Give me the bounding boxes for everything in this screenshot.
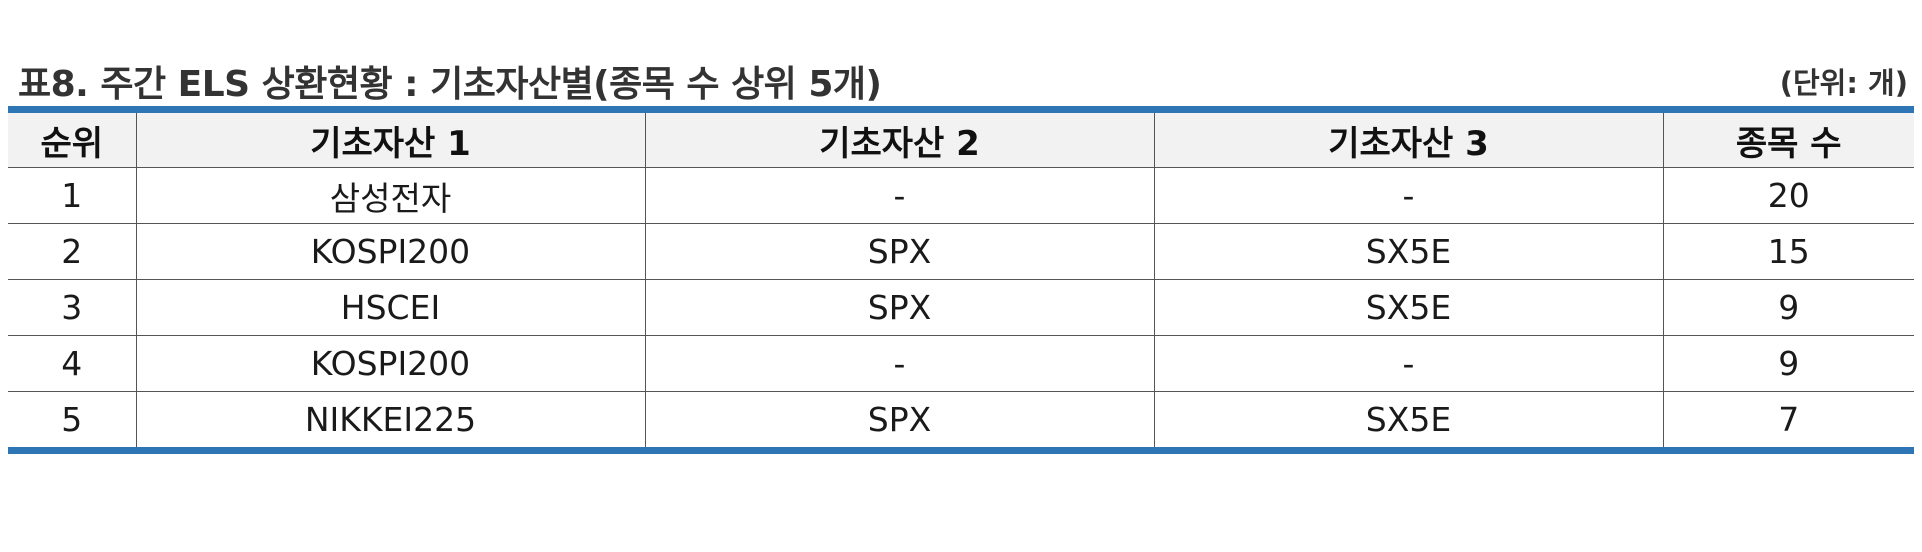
- cell-underlying-1: 삼성전자: [135, 167, 645, 224]
- cell-underlying-1: NIKKEI225: [135, 391, 645, 451]
- table-container: 순위 기초자산 1 기초자산 2 기초자산 3 종목 수 1 삼성전자 - - …: [8, 106, 1914, 454]
- cell-count: 9: [1662, 335, 1914, 392]
- column-header-underlying-2: 기초자산 2: [644, 109, 1154, 168]
- cell-underlying-3: SX5E: [1153, 223, 1663, 280]
- cell-underlying-3: -: [1153, 167, 1663, 224]
- cell-count: 7: [1662, 391, 1914, 451]
- cell-underlying-2: -: [644, 335, 1154, 392]
- cell-underlying-1: HSCEI: [135, 279, 645, 336]
- column-header-count: 종목 수: [1662, 109, 1914, 168]
- cell-underlying-3: SX5E: [1153, 279, 1663, 336]
- cell-underlying-1: KOSPI200: [135, 335, 645, 392]
- unit-label: (단위: 개): [1779, 66, 1908, 100]
- table-row: 3 HSCEI SPX SX5E 9: [8, 279, 1914, 336]
- cell-rank: 1: [8, 167, 136, 224]
- cell-underlying-3: SX5E: [1153, 391, 1663, 451]
- cell-rank: 4: [8, 335, 136, 392]
- cell-underlying-3: -: [1153, 335, 1663, 392]
- column-header-underlying-3: 기초자산 3: [1153, 109, 1663, 168]
- column-header-underlying-1: 기초자산 1: [135, 109, 645, 168]
- table-header-row: 순위 기초자산 1 기초자산 2 기초자산 3 종목 수: [8, 109, 1914, 168]
- cell-underlying-2: SPX: [644, 279, 1154, 336]
- page-title: 표8. 주간 ELS 상환현황 : 기초자산별(종목 수 상위 5개): [18, 64, 882, 105]
- cell-count: 9: [1662, 279, 1914, 336]
- table-row: 2 KOSPI200 SPX SX5E 15: [8, 223, 1914, 280]
- column-header-rank: 순위: [8, 109, 136, 168]
- cell-rank: 2: [8, 223, 136, 280]
- redemption-table: 순위 기초자산 1 기초자산 2 기초자산 3 종목 수 1 삼성전자 - - …: [8, 106, 1914, 454]
- table-row: 1 삼성전자 - - 20: [8, 167, 1914, 224]
- cell-underlying-2: -: [644, 167, 1154, 224]
- cell-rank: 3: [8, 279, 136, 336]
- table-header: 표8. 주간 ELS 상환현황 : 기초자산별(종목 수 상위 5개) (단위:…: [18, 56, 1908, 106]
- cell-count: 20: [1662, 167, 1914, 224]
- cell-underlying-2: SPX: [644, 223, 1154, 280]
- cell-count: 15: [1662, 223, 1914, 280]
- cell-rank: 5: [61, 400, 83, 439]
- cell-underlying-2: SPX: [644, 391, 1154, 451]
- table-row: 4 KOSPI200 - - 9: [8, 335, 1914, 392]
- table-row: 5 NIKKEI225 SPX SX5E 7: [8, 391, 1914, 451]
- cell-underlying-1: KOSPI200: [135, 223, 645, 280]
